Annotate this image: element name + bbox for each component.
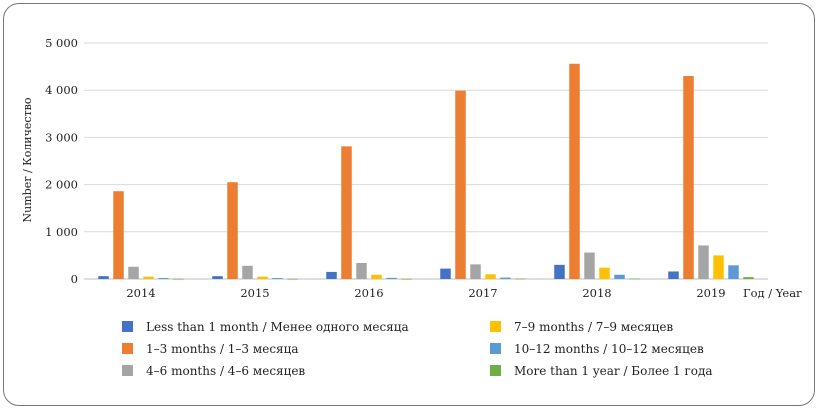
legend-entry: 7–9 months / 7–9 месяцев: [514, 320, 673, 334]
bar-2015-series-4: [257, 276, 268, 279]
x-tick-label: 2018: [582, 286, 611, 300]
bar-2014-series-1: [98, 276, 109, 279]
bar-2019-series-3: [698, 245, 709, 279]
bars: [98, 63, 754, 280]
legend-entry: 1–3 months / 1–3 месяца: [146, 342, 298, 356]
x-tick-labels: 2014 2015 2016 2017 2018 2019: [126, 286, 725, 300]
x-tick-label: 2019: [696, 286, 725, 300]
bar-2017-series-3: [470, 264, 481, 279]
bar-2019-series-6: [743, 277, 754, 279]
legend-entry: More than 1 year / Более 1 года: [514, 364, 713, 378]
gridlines: [84, 42, 768, 280]
bar-2017-series-2: [455, 90, 466, 279]
bar-2015-series-5: [272, 278, 283, 279]
legend-swatch: [490, 343, 501, 354]
bar-2016-series-1: [326, 271, 337, 279]
bar-2014-series-3: [128, 266, 139, 279]
legend: Less than 1 month / Менее одного месяца 1…: [122, 320, 713, 378]
y-axis-label: Number / Количество: [21, 97, 34, 222]
bar-2017-series-6: [515, 278, 526, 280]
y-tick-label: 2 000: [45, 178, 78, 192]
x-tick-label: 2014: [126, 286, 155, 300]
bar-2015-series-3: [242, 265, 253, 279]
y-tick-label: 3 000: [45, 130, 78, 144]
bar-2019-series-5: [728, 265, 739, 279]
y-tick-label: 4 000: [45, 83, 78, 97]
x-axis-label: Год / Year: [743, 286, 802, 300]
bar-2014-series-4: [143, 276, 154, 279]
bar-2018-series-5: [614, 274, 625, 279]
bar-2019-series-4: [713, 255, 724, 279]
bar-2014-series-2: [113, 191, 124, 279]
bar-2017-series-4: [485, 274, 496, 279]
bar-2016-series-2: [341, 146, 352, 279]
bar-2015-series-2: [227, 182, 238, 279]
bar-2018-series-2: [569, 63, 580, 279]
x-tick-label: 2015: [240, 286, 269, 300]
legend-swatch: [490, 321, 501, 332]
bar-2016-series-3: [356, 262, 367, 279]
bar-2018-series-4: [599, 267, 610, 279]
bar-2016-series-5: [386, 277, 397, 279]
bar-2018-series-3: [584, 252, 595, 279]
y-tick-label: 1 000: [45, 225, 78, 239]
bar-2016-series-6: [401, 278, 412, 280]
legend-entry: 4–6 months / 4–6 месяцев: [146, 364, 305, 378]
bar-2015-series-6: [287, 278, 298, 280]
bar-2019-series-2: [683, 76, 694, 279]
chart-frame: [3, 3, 815, 406]
bar-2018-series-6: [629, 278, 640, 280]
bar-2014-series-6: [173, 278, 184, 280]
y-tick-label: 0: [71, 272, 78, 286]
bar-2015-series-1: [212, 276, 223, 279]
legend-entry: 10–12 months / 10–12 месяцев: [514, 342, 704, 356]
bar-2016-series-4: [371, 274, 382, 279]
x-tick-label: 2016: [354, 286, 383, 300]
x-tick-label: 2017: [468, 286, 497, 300]
bar-2019-series-1: [668, 271, 679, 279]
y-tick-labels: 0 1 000 2 000 3 000 4 000 5 000: [45, 36, 78, 286]
bar-2017-series-1: [440, 268, 451, 279]
legend-swatch: [122, 321, 133, 332]
legend-swatch: [490, 365, 501, 376]
y-tick-label: 5 000: [45, 36, 78, 50]
bar-2018-series-1: [554, 264, 565, 279]
bar-2017-series-5: [500, 277, 511, 279]
legend-swatch: [122, 343, 133, 354]
bar-2014-series-5: [158, 278, 169, 279]
legend-swatch: [122, 365, 133, 376]
legend-entry: Less than 1 month / Менее одного месяца: [146, 320, 409, 334]
